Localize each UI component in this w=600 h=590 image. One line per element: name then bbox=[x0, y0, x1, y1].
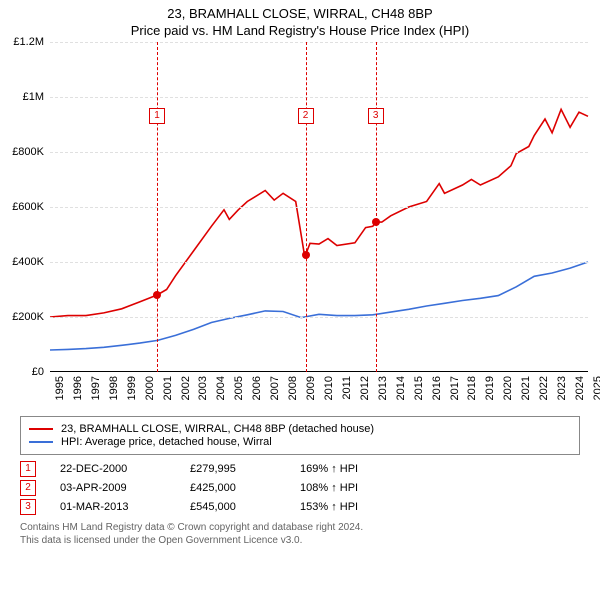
legend-box: 23, BRAMHALL CLOSE, WIRRAL, CH48 8BP (de… bbox=[20, 416, 580, 455]
sale-marker-number-box: 3 bbox=[368, 108, 384, 124]
gridline-horizontal bbox=[50, 97, 588, 98]
x-axis-label: 2009 bbox=[305, 376, 317, 400]
x-axis-label: 1998 bbox=[108, 376, 120, 400]
sales-row-number-box: 2 bbox=[20, 480, 36, 496]
x-axis-label: 2007 bbox=[269, 376, 281, 400]
y-axis-label: £1.2M bbox=[13, 36, 44, 48]
x-axis-label: 2018 bbox=[466, 376, 478, 400]
sales-row-date: 22-DEC-2000 bbox=[60, 463, 190, 475]
x-axis-label: 2005 bbox=[233, 376, 245, 400]
sales-row-price: £545,000 bbox=[190, 501, 300, 513]
sale-point-dot bbox=[302, 251, 310, 259]
x-axis-label: 2002 bbox=[180, 376, 192, 400]
x-axis-label: 2022 bbox=[538, 376, 550, 400]
gridline-horizontal bbox=[50, 317, 588, 318]
x-axis-label: 2019 bbox=[484, 376, 496, 400]
sale-marker-vline bbox=[157, 42, 158, 372]
footer-line-2: This data is licensed under the Open Gov… bbox=[20, 534, 580, 547]
sales-row-hpi: 108% ↑ HPI bbox=[300, 482, 358, 494]
x-axis-label: 1995 bbox=[54, 376, 66, 400]
x-axis-label: 2008 bbox=[287, 376, 299, 400]
sale-point-dot bbox=[372, 218, 380, 226]
sale-marker-number-box: 1 bbox=[149, 108, 165, 124]
y-axis-label: £600K bbox=[12, 201, 44, 213]
sales-table-row: 3 01-MAR-2013£545,000153% ↑ HPI bbox=[20, 499, 580, 515]
footer-attribution: Contains HM Land Registry data © Crown c… bbox=[20, 521, 580, 547]
sales-row-date: 01-MAR-2013 bbox=[60, 501, 190, 513]
sales-row-price: £279,995 bbox=[190, 463, 300, 475]
x-axis-label: 2004 bbox=[215, 376, 227, 400]
sales-row-hpi: 153% ↑ HPI bbox=[300, 501, 358, 513]
x-axis-label: 2014 bbox=[395, 376, 407, 400]
x-axis-label: 2000 bbox=[144, 376, 156, 400]
sales-table: 1 22-DEC-2000£279,995169% ↑ HPI 2 03-APR-20… bbox=[20, 461, 580, 515]
legend-swatch-hpi bbox=[29, 441, 53, 443]
chart-plot-area: £0£200K£400K£600K£800K£1M£1.2M123 bbox=[50, 42, 588, 372]
y-axis-label: £400K bbox=[12, 256, 44, 268]
x-axis-label: 2001 bbox=[162, 376, 174, 400]
y-axis-label: £200K bbox=[12, 311, 44, 323]
x-axis-label: 2017 bbox=[449, 376, 461, 400]
legend-label-property: 23, BRAMHALL CLOSE, WIRRAL, CH48 8BP (de… bbox=[61, 423, 374, 435]
y-axis-label: £0 bbox=[32, 366, 44, 378]
sales-row-number-box: 1 bbox=[20, 461, 36, 477]
legend-swatch-property bbox=[29, 428, 53, 430]
gridline-horizontal bbox=[50, 152, 588, 153]
title-line-2: Price paid vs. HM Land Registry's House … bbox=[0, 23, 600, 38]
x-axis-label: 2013 bbox=[377, 376, 389, 400]
x-axis-label: 2010 bbox=[323, 376, 335, 400]
sale-marker-number-box: 2 bbox=[298, 108, 314, 124]
legend-row: 23, BRAMHALL CLOSE, WIRRAL, CH48 8BP (de… bbox=[29, 423, 571, 435]
sales-row-date: 03-APR-2009 bbox=[60, 482, 190, 494]
series-line-property bbox=[50, 109, 588, 317]
legend-label-hpi: HPI: Average price, detached house, Wirr… bbox=[61, 436, 272, 448]
x-axis-label: 2016 bbox=[431, 376, 443, 400]
sales-table-row: 2 03-APR-2009£425,000108% ↑ HPI bbox=[20, 480, 580, 496]
sales-table-row: 1 22-DEC-2000£279,995169% ↑ HPI bbox=[20, 461, 580, 477]
x-axis-label: 1996 bbox=[72, 376, 84, 400]
sale-marker-vline bbox=[376, 42, 377, 372]
x-axis-label: 2020 bbox=[502, 376, 514, 400]
x-axis-label: 2006 bbox=[251, 376, 263, 400]
y-axis-label: £1M bbox=[23, 91, 44, 103]
gridline-horizontal bbox=[50, 207, 588, 208]
gridline-horizontal bbox=[50, 42, 588, 43]
sale-marker-vline bbox=[306, 42, 307, 372]
sales-row-number-box: 3 bbox=[20, 499, 36, 515]
x-axis-label: 2025 bbox=[592, 376, 600, 400]
sale-point-dot bbox=[153, 291, 161, 299]
title-line-1: 23, BRAMHALL CLOSE, WIRRAL, CH48 8BP bbox=[0, 6, 600, 21]
gridline-horizontal bbox=[50, 262, 588, 263]
x-axis-label: 1999 bbox=[126, 376, 138, 400]
sales-row-hpi: 169% ↑ HPI bbox=[300, 463, 358, 475]
x-axis-label: 2003 bbox=[197, 376, 209, 400]
legend-row: HPI: Average price, detached house, Wirr… bbox=[29, 436, 571, 448]
x-axis-label: 1997 bbox=[90, 376, 102, 400]
x-axis-label: 2023 bbox=[556, 376, 568, 400]
x-axis-label: 2024 bbox=[574, 376, 586, 400]
x-axis-label: 2012 bbox=[359, 376, 371, 400]
y-axis-label: £800K bbox=[12, 146, 44, 158]
chart-title-block: 23, BRAMHALL CLOSE, WIRRAL, CH48 8BP Pri… bbox=[0, 0, 600, 42]
x-axis-label: 2011 bbox=[341, 376, 353, 400]
chart-x-axis: 1995 1996 1997 1998 1999 2000 2001 2002 2003 2004… bbox=[50, 372, 588, 412]
footer-line-1: Contains HM Land Registry data © Crown c… bbox=[20, 521, 580, 534]
x-axis-label: 2021 bbox=[520, 376, 532, 400]
sales-row-price: £425,000 bbox=[190, 482, 300, 494]
x-axis-label: 2015 bbox=[413, 376, 425, 400]
